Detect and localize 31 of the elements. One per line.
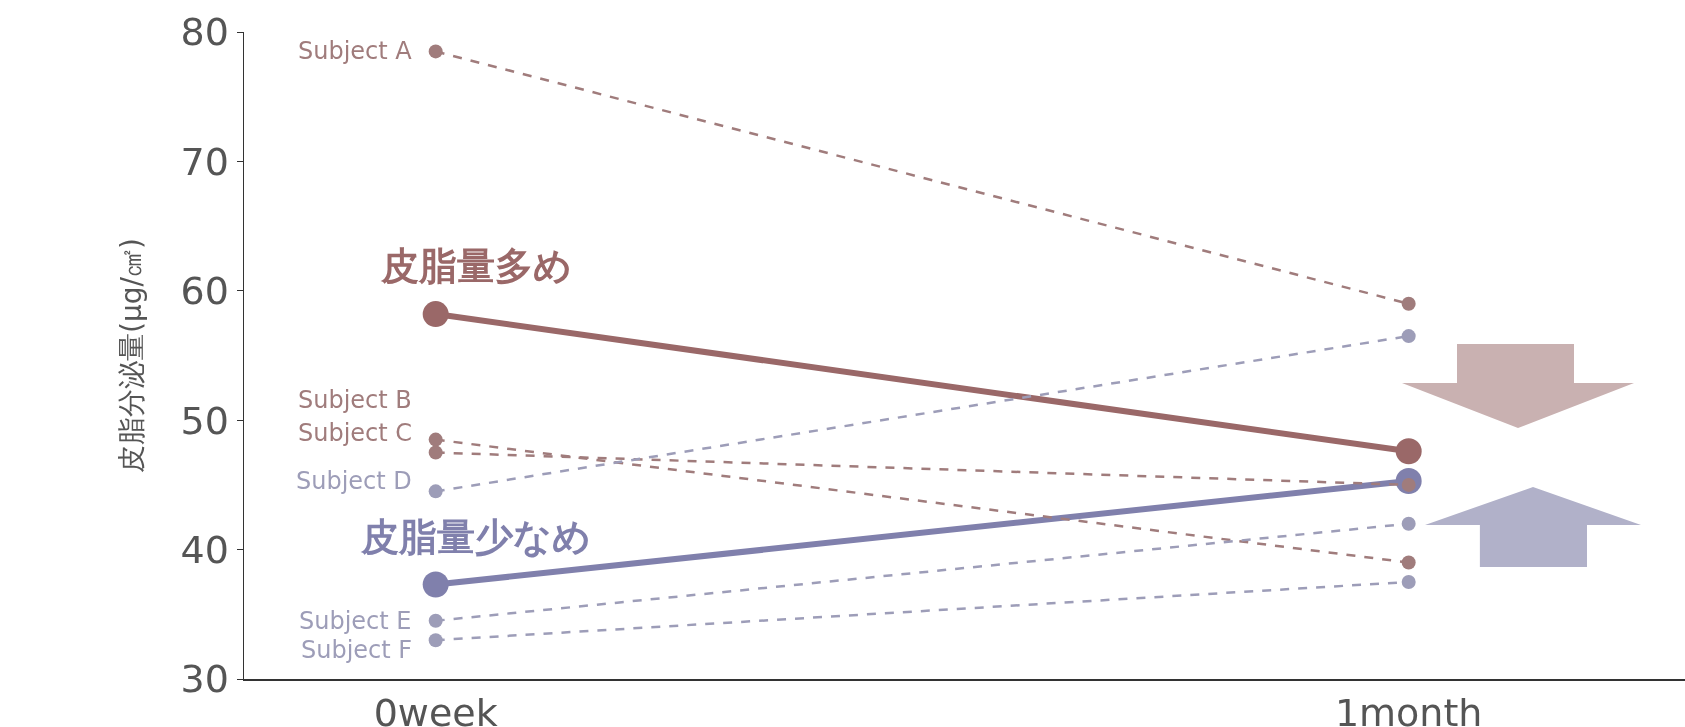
y-tick-label: 60 xyxy=(180,269,229,314)
point xyxy=(428,445,443,460)
series-label: Subject A xyxy=(298,37,413,65)
x-tick-label: 0week xyxy=(373,691,498,727)
series-label: Subject E xyxy=(299,607,412,635)
series-label: 皮脂量多め xyxy=(380,244,572,288)
series-label: Subject C xyxy=(298,419,413,447)
series-label: Subject D xyxy=(296,467,412,495)
point xyxy=(422,571,449,598)
point xyxy=(428,633,443,648)
y-tick-label: 30 xyxy=(180,657,229,702)
point xyxy=(1401,516,1416,531)
series-label: 皮脂量少なめ xyxy=(360,515,591,559)
y-axis-title: 皮脂分泌量(μg/㎠) xyxy=(115,238,149,473)
point xyxy=(1401,329,1416,344)
y-tick-label: 80 xyxy=(180,10,229,55)
x-tick-label: 1month xyxy=(1334,691,1483,727)
point xyxy=(428,432,443,447)
point xyxy=(428,613,443,628)
series-label: Subject F xyxy=(301,636,413,664)
y-tick-label: 40 xyxy=(180,527,229,572)
series-label: Subject B xyxy=(298,386,412,414)
point xyxy=(1401,555,1416,570)
point xyxy=(1401,574,1416,589)
point xyxy=(428,484,443,499)
point xyxy=(422,301,449,328)
point xyxy=(1395,438,1422,465)
point xyxy=(428,44,443,59)
point xyxy=(1401,296,1416,311)
y-tick-label: 50 xyxy=(180,398,229,443)
y-tick-label: 70 xyxy=(180,139,229,184)
